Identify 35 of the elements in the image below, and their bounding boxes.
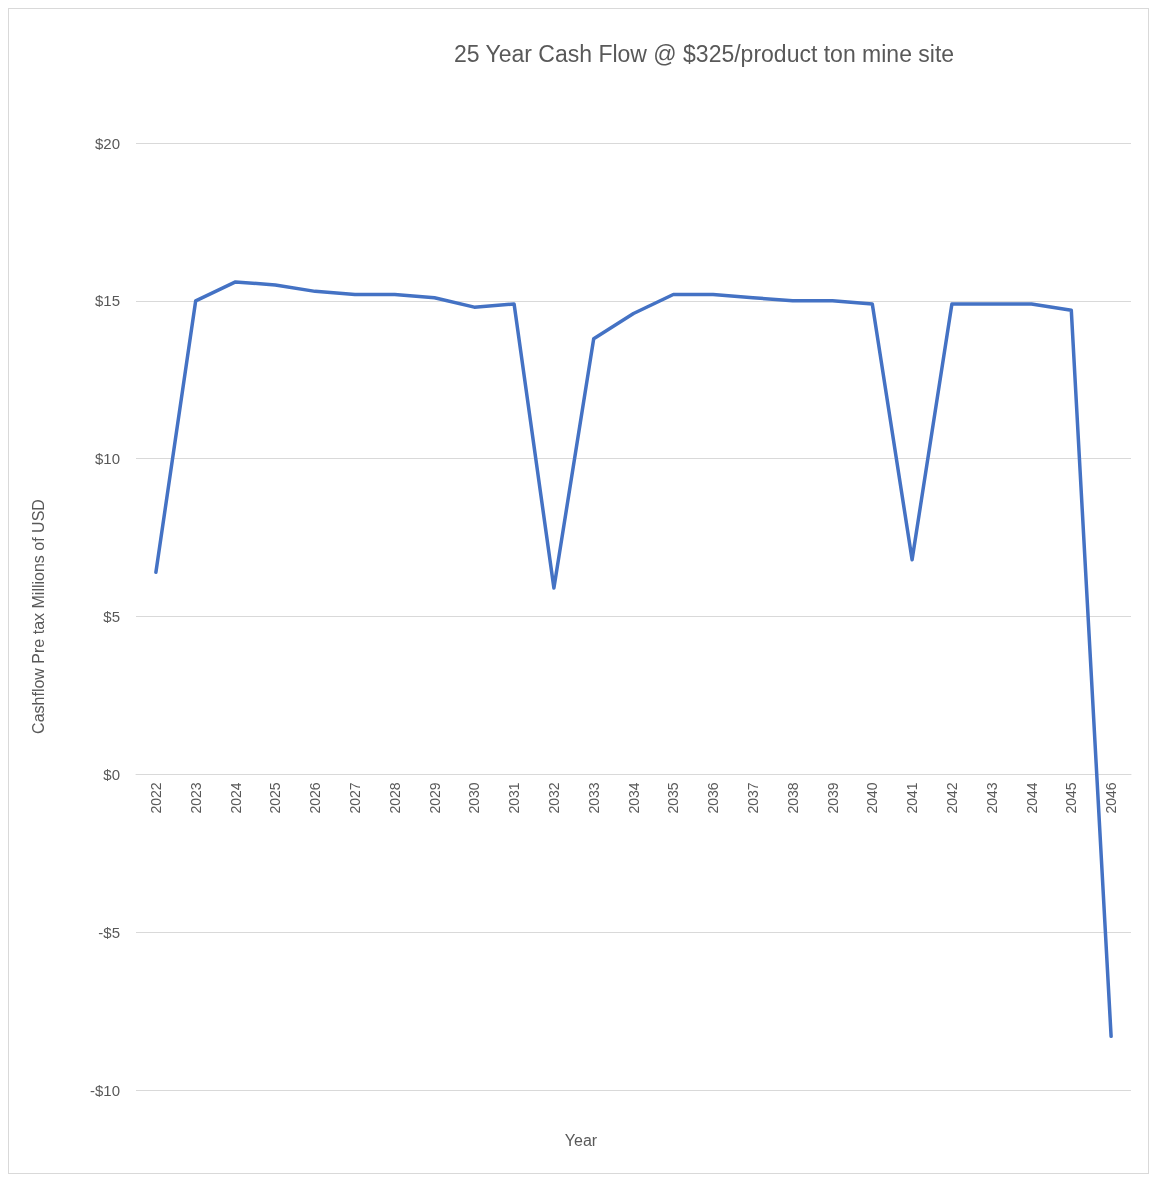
y-tick-label: $20 <box>94 134 120 152</box>
x-axis-title: Year <box>564 1131 598 1149</box>
x-tick-label: 2028 <box>386 782 403 814</box>
x-tick-label: 2037 <box>744 782 761 814</box>
x-tick-label: 2039 <box>824 782 841 814</box>
x-tick-label: 2041 <box>904 782 921 814</box>
x-tick-label: 2036 <box>705 782 722 814</box>
y-tick-label: $0 <box>103 765 120 783</box>
x-tick-label: 2022 <box>147 782 164 814</box>
y-tick-label: $5 <box>103 608 120 625</box>
x-tick-label: 2027 <box>346 782 363 814</box>
x-tick-label: 2023 <box>187 782 204 814</box>
x-tick-label: 2033 <box>585 782 602 814</box>
chart-title: 25 Year Cash Flow @ $325/product ton mine site <box>453 40 955 67</box>
x-tick-label: 2038 <box>784 782 801 814</box>
y-tick-label: -$10 <box>89 1081 120 1099</box>
x-tick-label: 2032 <box>545 782 562 814</box>
x-tick-label: 2034 <box>625 782 642 814</box>
x-tick-label: 2026 <box>307 782 324 814</box>
x-tick-label: 2045 <box>1063 782 1080 814</box>
y-tick-label: $10 <box>94 450 120 468</box>
y-tick-label: $15 <box>94 292 120 310</box>
x-tick-label: 2046 <box>1103 782 1120 814</box>
x-tick-label: 2031 <box>506 782 523 814</box>
x-tick-label: 2035 <box>665 782 682 814</box>
y-axis-title: Cashflow Pre tax Millions of USD <box>29 499 47 734</box>
x-tick-label: 2024 <box>227 782 244 814</box>
x-tick-label: 2043 <box>983 782 1000 814</box>
x-tick-label: 2025 <box>267 782 284 814</box>
x-tick-label: 2042 <box>943 782 960 814</box>
x-tick-label: 2029 <box>426 782 443 814</box>
x-tick-label: 2030 <box>466 782 483 814</box>
x-tick-label: 2040 <box>864 782 881 814</box>
y-tick-label: -$5 <box>98 923 120 941</box>
x-tick-label: 2044 <box>1023 782 1040 814</box>
